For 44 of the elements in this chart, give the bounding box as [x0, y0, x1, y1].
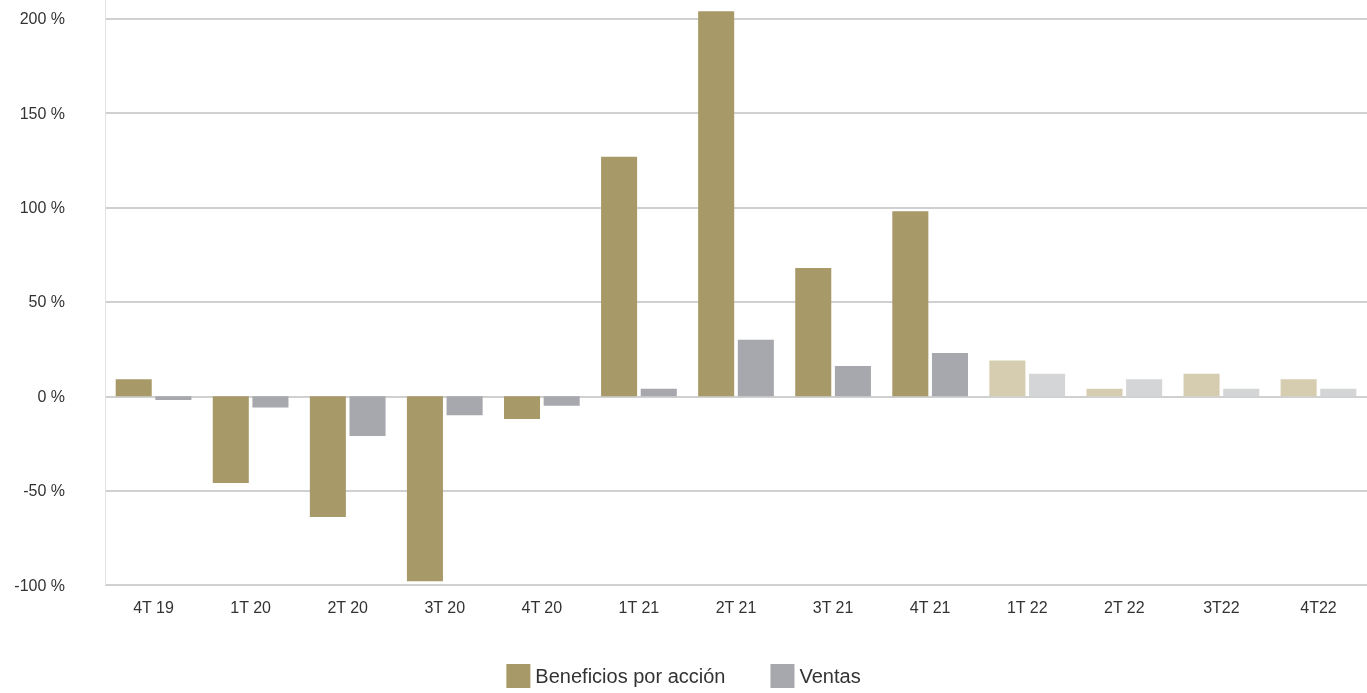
x-tick-label: 2T 22: [1104, 598, 1145, 616]
y-tick-label: 100 %: [19, 199, 65, 217]
x-tick-label: 1T 21: [618, 598, 660, 616]
x-tick-label: 1T 20: [230, 598, 272, 616]
bar: [834, 366, 871, 397]
bar: [155, 396, 192, 401]
y-tick-label: 200 %: [19, 10, 65, 28]
bar: [698, 11, 735, 397]
x-tick-label: 4T22: [1300, 598, 1337, 616]
legend-label: Ventas: [799, 665, 861, 687]
bar: [640, 388, 677, 397]
bar: [349, 396, 386, 436]
x-tick-label: 4T 19: [133, 598, 174, 616]
bar: [737, 339, 774, 397]
y-tick-label: 150 %: [19, 104, 65, 122]
bar: [115, 379, 152, 397]
y-tick-label: -50 %: [23, 482, 65, 500]
bar: [446, 396, 483, 416]
bar: [931, 352, 969, 397]
bar: [503, 396, 541, 419]
x-tick-label: 2T 20: [327, 598, 369, 616]
x-tick-label: 4T 21: [909, 598, 951, 616]
bar: [309, 396, 346, 518]
x-tick-label: 3T22: [1203, 598, 1240, 616]
bar: [1280, 379, 1317, 397]
y-tick-label: -100 %: [14, 576, 65, 594]
x-tick-label: 3T 20: [424, 598, 466, 616]
bar: [989, 360, 1026, 397]
bar: [795, 267, 832, 397]
x-tick-label: 1T 22: [1006, 598, 1048, 616]
x-tick-label: 3T 21: [812, 598, 854, 616]
x-tick-label: 4T 20: [521, 598, 563, 616]
bar: [892, 211, 929, 397]
bar: [543, 396, 580, 406]
bar: [601, 156, 638, 397]
y-tick-label: 0 %: [37, 387, 65, 405]
bar: [1183, 373, 1220, 397]
x-tick-label: 2T 21: [715, 598, 757, 616]
bar: [1086, 388, 1123, 397]
bar: [212, 396, 249, 484]
bar: [406, 396, 443, 582]
y-tick-label: 50 %: [28, 293, 65, 311]
legend-label: Beneficios por acción: [535, 665, 726, 687]
bar: [252, 396, 289, 408]
